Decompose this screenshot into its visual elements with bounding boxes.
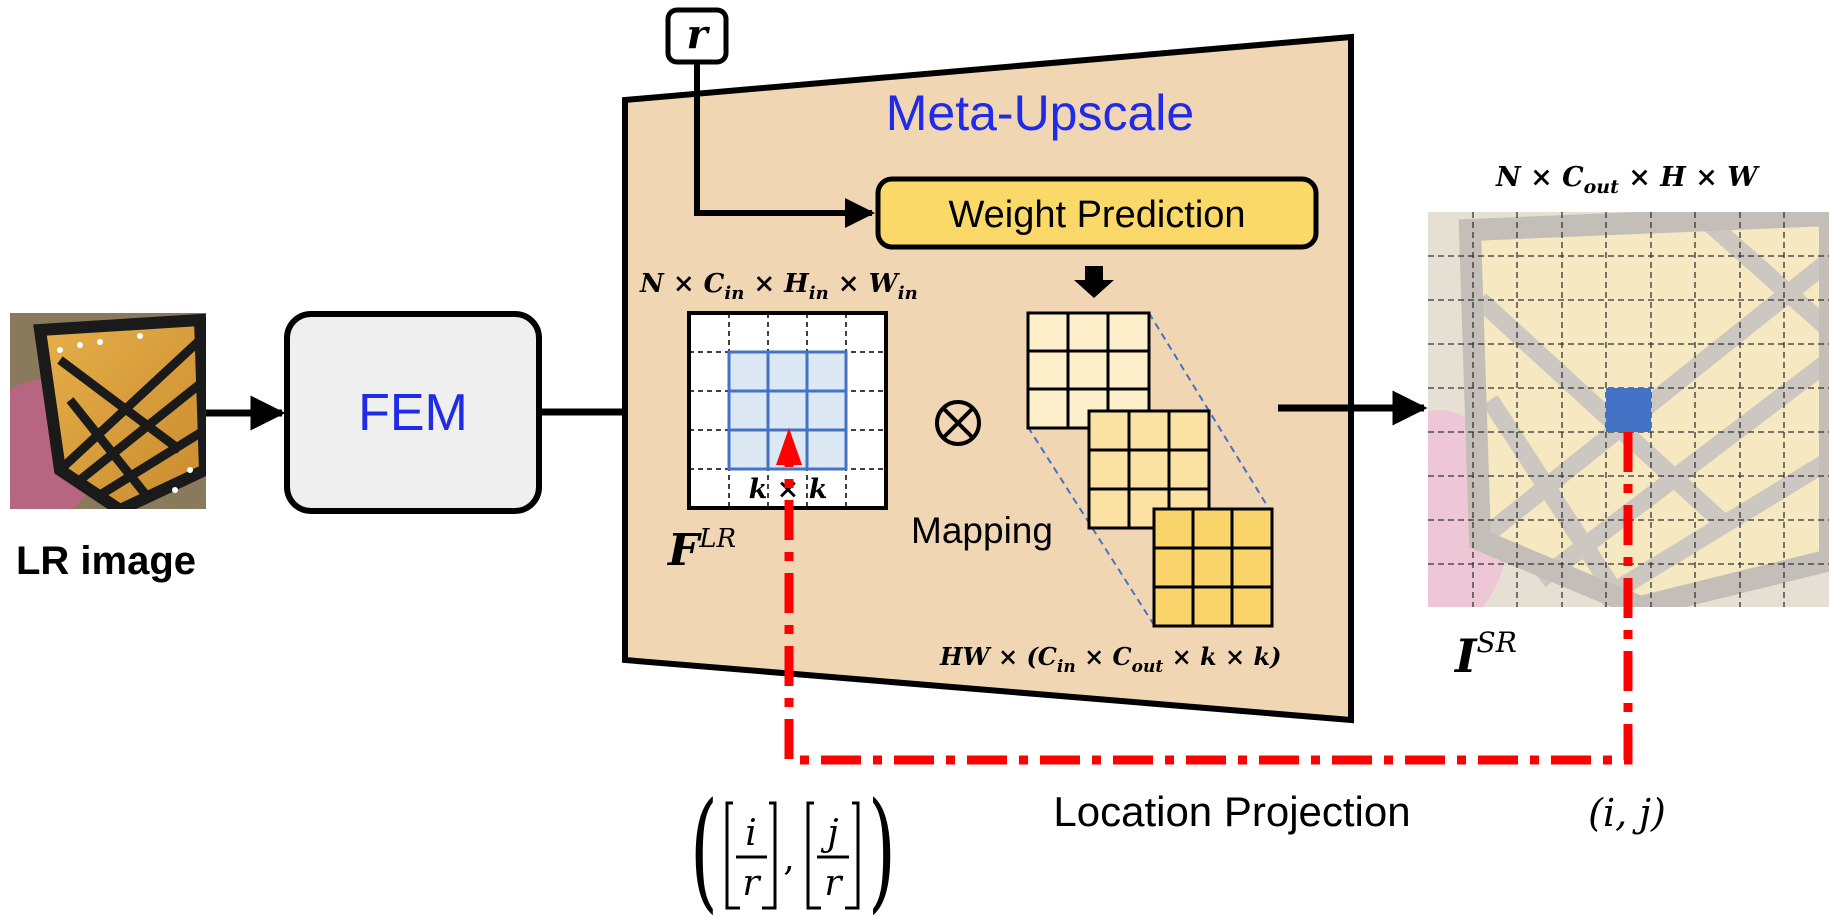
svg-text:): ): [868, 775, 896, 923]
arrow-r-to-weight-prediction: [694, 62, 875, 228]
output-coordinate-label: (i, j): [1588, 791, 1666, 835]
mapping-label: Mapping: [911, 510, 1053, 551]
weight-prediction-label: Weight Prediction: [948, 194, 1245, 236]
svg-text:(: (: [690, 775, 718, 923]
feature-symbol: FLR: [666, 524, 736, 576]
projection-arrowhead-icon: [776, 428, 802, 465]
fem-label: FEM: [358, 384, 468, 442]
down-arrow-icon: [1074, 266, 1114, 298]
weight-prediction-box: [875, 176, 1319, 250]
feature-map-grid: [687, 311, 888, 510]
kernel-window: [727, 350, 848, 471]
predicted-weights-stack: [1026, 311, 1274, 628]
scale-factor-label: r: [686, 11, 710, 58]
svg-text:,: ,: [783, 838, 794, 879]
feature-shape-label: N × Cin × Hin × Win: [639, 269, 918, 304]
tensor-product-icon: [935, 400, 981, 446]
projection-formula: ( i r , j r ): [690, 775, 896, 923]
meta-upscale-title: Meta-Upscale: [886, 85, 1194, 141]
svg-text:r: r: [824, 863, 843, 904]
output-pixel: [1606, 388, 1651, 432]
output-symbol: ISR: [1453, 626, 1517, 683]
location-projection-path: [784, 432, 1633, 765]
svg-text:r: r: [742, 863, 761, 904]
lr-image: [10, 313, 206, 509]
weights-shape-label: HW × (Cin × Cout × k × k): [939, 642, 1281, 677]
sr-image: [1428, 212, 1829, 607]
location-projection-label: Location Projection: [1053, 788, 1410, 835]
output-shape-label: N × Cout × H × W: [1495, 162, 1760, 198]
svg-text:j: j: [820, 813, 838, 854]
weight-kernel-3: [1152, 507, 1274, 628]
svg-text:i: i: [745, 813, 757, 854]
lr-image-label: LR image: [16, 539, 196, 583]
weight-kernel-1: [1026, 311, 1151, 430]
